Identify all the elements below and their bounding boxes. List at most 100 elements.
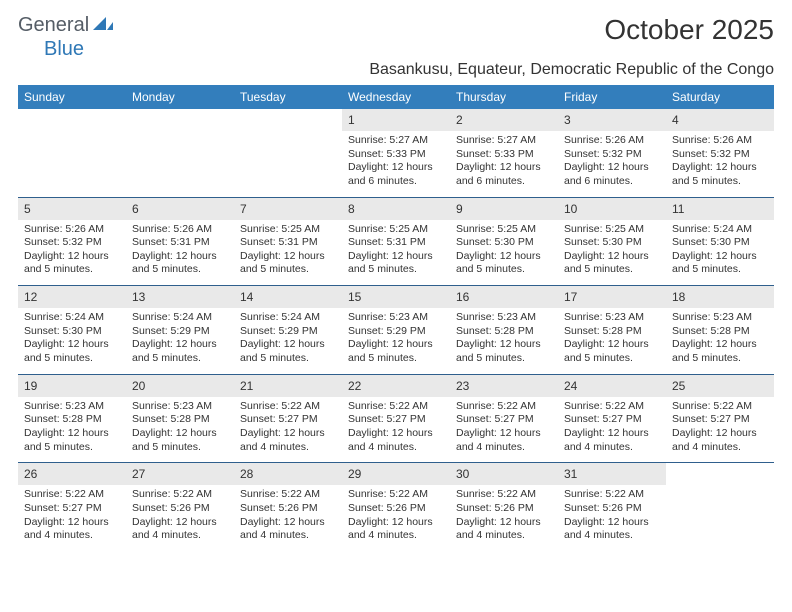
day-number-cell: 28 (234, 463, 342, 485)
daylight-text: Daylight: 12 hours (564, 250, 660, 264)
day-number-cell: 26 (18, 463, 126, 485)
day-number-cell: 7 (234, 198, 342, 220)
sunset-text: Sunset: 5:29 PM (348, 325, 444, 339)
sunrise-text: Sunrise: 5:27 AM (456, 134, 552, 148)
sunrise-text: Sunrise: 5:25 AM (348, 223, 444, 237)
sunset-text: Sunset: 5:27 PM (24, 502, 120, 516)
sunrise-text: Sunrise: 5:23 AM (672, 311, 768, 325)
weekday-header: Sunday (18, 85, 126, 109)
day-detail-row: Sunrise: 5:24 AMSunset: 5:30 PMDaylight:… (18, 308, 774, 374)
day-number-cell: 24 (558, 375, 666, 397)
sunset-text: Sunset: 5:32 PM (564, 148, 660, 162)
sunrise-text: Sunrise: 5:26 AM (132, 223, 228, 237)
sunset-text: Sunset: 5:28 PM (456, 325, 552, 339)
day-detail-cell: Sunrise: 5:22 AMSunset: 5:26 PMDaylight:… (126, 485, 234, 551)
sunrise-text: Sunrise: 5:22 AM (456, 488, 552, 502)
day-number-row: 1234 (18, 109, 774, 131)
day-number-row: 262728293031 (18, 463, 774, 485)
sunrise-text: Sunrise: 5:27 AM (348, 134, 444, 148)
day-detail-cell: Sunrise: 5:23 AMSunset: 5:28 PMDaylight:… (450, 308, 558, 374)
sunset-text: Sunset: 5:32 PM (672, 148, 768, 162)
day-detail-cell: Sunrise: 5:25 AMSunset: 5:30 PMDaylight:… (450, 220, 558, 286)
day-detail-cell: Sunrise: 5:26 AMSunset: 5:32 PMDaylight:… (666, 131, 774, 197)
daylight-text: and 4 minutes. (348, 441, 444, 455)
daylight-text: and 5 minutes. (132, 263, 228, 277)
weekday-header: Tuesday (234, 85, 342, 109)
sunrise-text: Sunrise: 5:22 AM (564, 400, 660, 414)
daylight-text: Daylight: 12 hours (456, 516, 552, 530)
daylight-text: Daylight: 12 hours (564, 427, 660, 441)
sunset-text: Sunset: 5:27 PM (564, 413, 660, 427)
day-number-cell: 18 (666, 286, 774, 308)
daylight-text: and 5 minutes. (456, 352, 552, 366)
day-number-cell: 14 (234, 286, 342, 308)
sunrise-text: Sunrise: 5:24 AM (672, 223, 768, 237)
sunset-text: Sunset: 5:28 PM (672, 325, 768, 339)
day-detail-cell: Sunrise: 5:22 AMSunset: 5:27 PMDaylight:… (558, 397, 666, 463)
day-number-cell: 1 (342, 109, 450, 131)
sunrise-text: Sunrise: 5:22 AM (456, 400, 552, 414)
location-text: Basankusu, Equateur, Democratic Republic… (18, 61, 774, 79)
daylight-text: and 5 minutes. (132, 352, 228, 366)
daylight-text: Daylight: 12 hours (456, 161, 552, 175)
day-detail-cell: Sunrise: 5:22 AMSunset: 5:26 PMDaylight:… (450, 485, 558, 551)
calendar-table: Sunday Monday Tuesday Wednesday Thursday… (18, 85, 774, 551)
sunset-text: Sunset: 5:30 PM (564, 236, 660, 250)
daylight-text: Daylight: 12 hours (240, 250, 336, 264)
sunrise-text: Sunrise: 5:23 AM (132, 400, 228, 414)
day-number-cell: 23 (450, 375, 558, 397)
sunrise-text: Sunrise: 5:22 AM (132, 488, 228, 502)
sunrise-text: Sunrise: 5:23 AM (456, 311, 552, 325)
daylight-text: and 6 minutes. (564, 175, 660, 189)
sunset-text: Sunset: 5:27 PM (240, 413, 336, 427)
daylight-text: and 4 minutes. (672, 441, 768, 455)
day-number-cell: 20 (126, 375, 234, 397)
daylight-text: and 5 minutes. (564, 352, 660, 366)
day-detail-row: Sunrise: 5:23 AMSunset: 5:28 PMDaylight:… (18, 397, 774, 463)
daylight-text: and 4 minutes. (348, 529, 444, 543)
day-number-cell: 22 (342, 375, 450, 397)
day-detail-cell: Sunrise: 5:22 AMSunset: 5:26 PMDaylight:… (558, 485, 666, 551)
daylight-text: Daylight: 12 hours (348, 427, 444, 441)
sunset-text: Sunset: 5:31 PM (240, 236, 336, 250)
day-number-cell: 10 (558, 198, 666, 220)
daylight-text: and 5 minutes. (672, 175, 768, 189)
sunset-text: Sunset: 5:33 PM (348, 148, 444, 162)
sunrise-text: Sunrise: 5:25 AM (240, 223, 336, 237)
day-detail-cell (666, 485, 774, 551)
daylight-text: and 5 minutes. (348, 352, 444, 366)
daylight-text: and 5 minutes. (24, 352, 120, 366)
day-number-cell: 30 (450, 463, 558, 485)
logo-text-general: General (18, 14, 89, 37)
sunrise-text: Sunrise: 5:23 AM (348, 311, 444, 325)
sunset-text: Sunset: 5:29 PM (240, 325, 336, 339)
sunset-text: Sunset: 5:27 PM (348, 413, 444, 427)
daylight-text: and 5 minutes. (348, 263, 444, 277)
day-detail-cell: Sunrise: 5:26 AMSunset: 5:31 PMDaylight:… (126, 220, 234, 286)
sunset-text: Sunset: 5:28 PM (564, 325, 660, 339)
daylight-text: and 5 minutes. (672, 352, 768, 366)
day-detail-cell: Sunrise: 5:22 AMSunset: 5:27 PMDaylight:… (234, 397, 342, 463)
daylight-text: and 6 minutes. (348, 175, 444, 189)
sunset-text: Sunset: 5:28 PM (132, 413, 228, 427)
day-detail-cell: Sunrise: 5:24 AMSunset: 5:29 PMDaylight:… (234, 308, 342, 374)
logo: General (18, 14, 115, 37)
daylight-text: and 5 minutes. (564, 263, 660, 277)
day-number-row: 19202122232425 (18, 375, 774, 397)
day-detail-row: Sunrise: 5:27 AMSunset: 5:33 PMDaylight:… (18, 131, 774, 197)
daylight-text: Daylight: 12 hours (240, 516, 336, 530)
day-detail-cell: Sunrise: 5:25 AMSunset: 5:30 PMDaylight:… (558, 220, 666, 286)
day-number-cell: 29 (342, 463, 450, 485)
day-detail-cell: Sunrise: 5:26 AMSunset: 5:32 PMDaylight:… (558, 131, 666, 197)
sunrise-text: Sunrise: 5:22 AM (240, 488, 336, 502)
day-detail-cell: Sunrise: 5:22 AMSunset: 5:27 PMDaylight:… (342, 397, 450, 463)
sunrise-text: Sunrise: 5:23 AM (24, 400, 120, 414)
sunrise-text: Sunrise: 5:24 AM (240, 311, 336, 325)
daylight-text: and 5 minutes. (24, 441, 120, 455)
day-number-cell (126, 109, 234, 131)
sunrise-text: Sunrise: 5:22 AM (348, 400, 444, 414)
daylight-text: Daylight: 12 hours (564, 516, 660, 530)
sunset-text: Sunset: 5:26 PM (348, 502, 444, 516)
daylight-text: Daylight: 12 hours (456, 338, 552, 352)
day-detail-cell (18, 131, 126, 197)
